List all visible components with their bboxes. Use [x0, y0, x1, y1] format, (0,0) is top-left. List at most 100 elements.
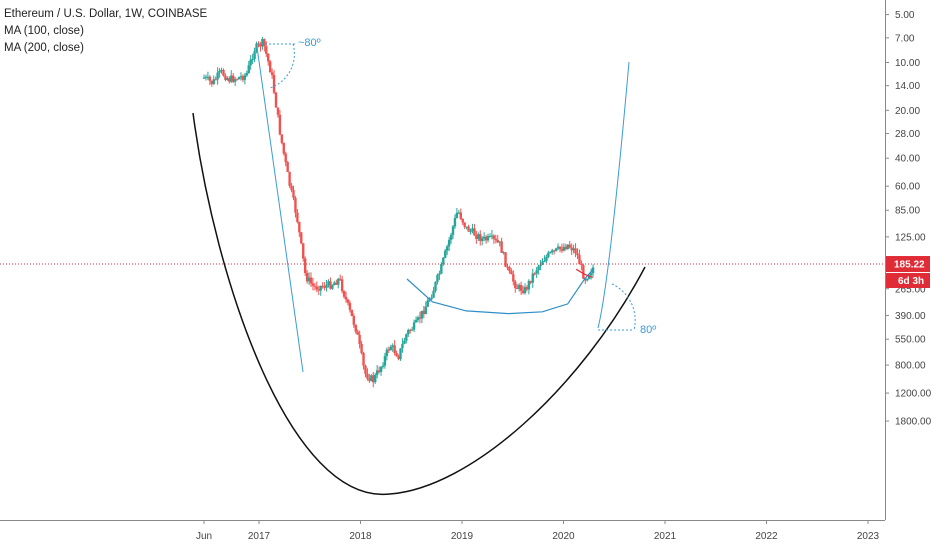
candle-body — [514, 281, 517, 289]
y-tick-label: 7.00 — [895, 33, 915, 44]
candle-body — [261, 39, 264, 47]
candle-body — [247, 65, 250, 74]
candle-body — [325, 284, 328, 288]
candle-body — [362, 353, 365, 366]
candle-body — [506, 266, 509, 268]
candle-body — [517, 284, 521, 289]
candle-body — [440, 264, 443, 274]
countdown-badge: 6d 3h — [898, 276, 924, 287]
candle-body — [552, 250, 556, 252]
candles — [202, 36, 595, 388]
candle-body — [372, 375, 375, 383]
candle-body — [570, 247, 573, 251]
candle-body — [531, 273, 534, 283]
candle-body — [504, 252, 507, 267]
candle-body — [399, 348, 402, 359]
candle-body — [576, 253, 579, 256]
candle-body — [356, 331, 359, 335]
candle-body — [455, 212, 459, 218]
candle-body — [222, 70, 225, 76]
x-tick-label: 2020 — [552, 531, 575, 542]
candle-body — [541, 261, 544, 265]
candle-body — [484, 236, 488, 241]
candle-body — [512, 274, 515, 282]
candle-body — [327, 281, 330, 285]
candle-body — [303, 258, 307, 274]
candle-body — [282, 142, 285, 154]
chart-legend: Ethereum / U.S. Dollar, 1W, COINBASE MA … — [4, 6, 207, 57]
candle-body — [210, 80, 214, 85]
candle-body — [490, 235, 494, 237]
y-tick-label: 14.00 — [895, 81, 920, 92]
candle-body — [424, 306, 427, 315]
candle-body — [267, 53, 270, 62]
candle-body — [307, 277, 311, 282]
candle-body — [562, 246, 566, 251]
candle-body — [344, 296, 348, 300]
y-tick-label: 5.00 — [895, 10, 915, 21]
candle-body — [582, 265, 585, 279]
candle-body — [393, 345, 396, 353]
candle-body — [475, 235, 478, 239]
candle-body — [286, 162, 289, 172]
candle-body — [447, 239, 451, 247]
y-tick-label: 10.00 — [895, 58, 920, 69]
candle-body — [537, 266, 540, 271]
candle-body — [586, 278, 589, 281]
price-badge: 185.22 6d 3h — [886, 256, 930, 289]
candle-body — [272, 75, 276, 93]
y-axis-ticks: 5.00 7.00 10.00 14.00 20.00 28.00 40.00 60.00 85… — [885, 10, 932, 428]
candle-body — [253, 51, 256, 60]
candle-body — [453, 217, 457, 227]
candle-body — [482, 236, 486, 239]
candle-body — [438, 273, 441, 275]
candle-body — [235, 79, 239, 81]
candle-body — [529, 280, 533, 283]
candle-body — [329, 281, 332, 289]
candle-body — [395, 352, 398, 357]
candle-body — [500, 241, 503, 253]
candle-body — [319, 285, 322, 291]
candle-body — [554, 248, 558, 251]
candle-body — [502, 252, 505, 254]
candle-body — [375, 370, 379, 375]
candle-body — [385, 349, 389, 356]
candle-body — [525, 287, 529, 290]
candle-body — [302, 243, 305, 259]
y-tick-label: 265.00 — [895, 284, 926, 295]
candle-body — [259, 43, 262, 47]
candle-body — [305, 273, 309, 282]
candle-body — [360, 343, 363, 354]
candle-body — [292, 190, 295, 198]
y-tick-label: 20.00 — [895, 106, 920, 117]
y-tick-label: 800.00 — [895, 361, 926, 372]
candle-body — [492, 235, 496, 239]
cup-curve — [192, 112, 646, 495]
candle-body — [290, 185, 293, 191]
candle-body — [315, 286, 319, 290]
candle-body — [218, 70, 221, 73]
candle-body — [228, 78, 231, 82]
x-tick-label: 2018 — [349, 531, 372, 542]
candle-body — [263, 39, 266, 47]
candle-body — [204, 76, 208, 78]
candle-body — [364, 365, 367, 374]
y-tick-label: 1800.00 — [895, 417, 932, 428]
angle-annotation-top: ~80º — [298, 37, 321, 49]
candle-body — [278, 114, 282, 135]
y-tick-label: 28.00 — [895, 129, 920, 140]
candle-body — [239, 76, 243, 78]
candle-body — [220, 70, 223, 72]
candle-body — [298, 221, 301, 233]
candle-body — [558, 246, 562, 250]
candle-body — [230, 75, 233, 82]
candle-body — [358, 334, 361, 344]
candle-body — [270, 72, 274, 76]
candle-body — [477, 234, 480, 239]
candle-body — [449, 234, 453, 240]
candle-body — [416, 317, 420, 321]
candle-body — [412, 322, 416, 330]
candle-body — [348, 302, 352, 310]
candle-body — [407, 329, 410, 335]
